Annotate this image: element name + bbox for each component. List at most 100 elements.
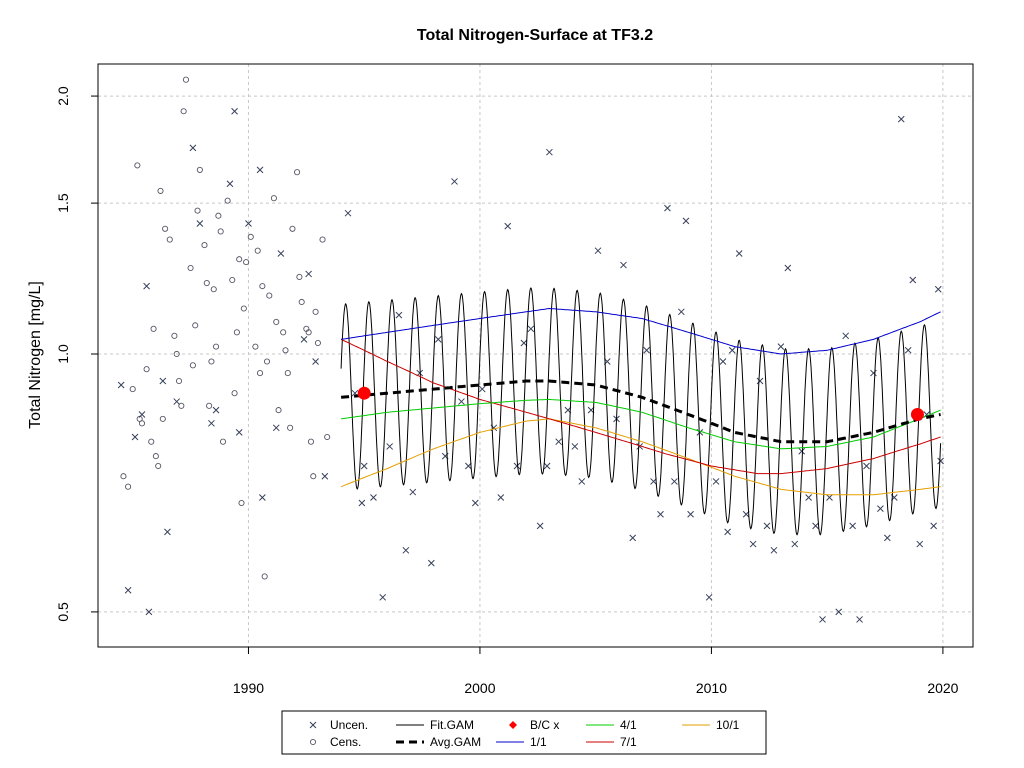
- y-tick-label: 1.0: [55, 344, 71, 364]
- uncensored-point: [791, 540, 799, 548]
- uncensored-point: [131, 433, 139, 441]
- censored-point: [120, 473, 127, 480]
- uncensored-point: [231, 107, 238, 115]
- censored-point: [312, 308, 319, 315]
- uncensored-point: [458, 398, 465, 405]
- censored-point: [238, 499, 245, 507]
- censored-point: [150, 325, 157, 332]
- uncensored-point: [212, 406, 220, 414]
- censored-point: [155, 462, 162, 470]
- censored-point: [134, 162, 141, 169]
- bc-marker: [910, 407, 924, 421]
- chart-title: Total Nitrogen-Surface at TF3.2: [417, 27, 653, 44]
- uncensored-point: [272, 424, 280, 432]
- uncensored-point: [805, 494, 813, 501]
- uncensored-point: [883, 534, 891, 542]
- uncensored-point: [812, 522, 819, 530]
- uncensored-point: [643, 346, 650, 354]
- uncensored-point: [117, 381, 125, 389]
- x-axis: 1990 2000 2010 2020: [233, 647, 959, 696]
- uncensored-point: [863, 462, 870, 470]
- uncensored-point: [321, 472, 329, 480]
- uncensored-point: [189, 144, 197, 152]
- uncensored-point: [402, 546, 410, 554]
- censored-point: [215, 212, 222, 219]
- censored-point: [187, 264, 194, 272]
- uncensored-point: [629, 534, 637, 542]
- censored-point: [196, 166, 203, 173]
- uncensored-point: [712, 478, 720, 485]
- four-one-line: [341, 398, 941, 450]
- uncensored-point: [173, 398, 181, 405]
- censored-point: [243, 259, 250, 266]
- uncensored-point: [897, 115, 905, 123]
- censored-point: [175, 377, 183, 385]
- uncensored-point: [358, 499, 366, 507]
- censored-point: [217, 228, 224, 235]
- censored-point: [157, 187, 164, 194]
- censored-point: [310, 473, 317, 480]
- uncensored-point: [763, 522, 771, 530]
- uncensored-point: [379, 593, 387, 601]
- legend-label-4-1: 4/1: [620, 718, 637, 732]
- uncensored-point: [877, 505, 884, 512]
- uncensored-point: [159, 377, 167, 385]
- uncensored-point: [235, 429, 243, 436]
- censored-point: [203, 280, 210, 287]
- uncensored-point: [826, 494, 833, 501]
- uncensored-point: [798, 447, 806, 455]
- uncensored-point: [305, 270, 313, 278]
- censored-point: [284, 370, 291, 377]
- uncensored-point: [208, 419, 215, 427]
- censored-point: [129, 386, 136, 393]
- uncensored-point: [555, 438, 563, 446]
- legend-label-b-c-x: B/C x: [530, 718, 559, 732]
- uncensored-point: [749, 540, 757, 548]
- censored-point: [256, 370, 264, 377]
- censored-point: [180, 108, 187, 115]
- censored-points: [120, 76, 331, 580]
- censored-point: [236, 256, 243, 263]
- series-lines: [340, 287, 942, 536]
- uncensored-point: [145, 608, 153, 616]
- uncensored-point: [543, 462, 551, 470]
- censored-point: [159, 415, 166, 422]
- uncensored-point: [728, 346, 736, 354]
- fit-gam-line: [340, 287, 942, 536]
- uncensored-point: [226, 180, 234, 188]
- uncensored-point: [536, 522, 544, 530]
- censored-point: [266, 292, 273, 299]
- uncensored-point: [520, 339, 528, 347]
- uncensored-point: [578, 478, 586, 485]
- censored-point: [194, 207, 201, 214]
- uncensored-point: [143, 282, 150, 290]
- uncensored-point: [916, 540, 924, 548]
- uncensored-point: [344, 209, 352, 217]
- uncensored-point: [245, 220, 252, 227]
- legend-label-avg-gam: Avg.GAM: [430, 735, 481, 749]
- censored-point: [273, 318, 280, 325]
- censored-point: [324, 433, 331, 441]
- uncensored-point: [756, 377, 764, 385]
- y-axis: 0.5 1.0 1.5 2.0: [55, 86, 98, 622]
- censored-point: [224, 197, 231, 204]
- legend-label-uncen: Uncen.: [330, 718, 368, 732]
- uncensored-point: [719, 358, 727, 365]
- censored-point: [261, 573, 268, 580]
- legend-swatch-cens: [309, 738, 317, 746]
- uncensored-point: [930, 522, 938, 530]
- uncensored-point: [312, 358, 319, 365]
- uncensored-point: [138, 411, 146, 418]
- uncensored-point: [724, 528, 731, 536]
- legend: Uncen. Fit.GAM B/C x 4/1 10/1 Cens. Avg.GAM 1/1…: [281, 710, 767, 755]
- censored-point: [173, 350, 180, 358]
- uncensored-point: [451, 178, 458, 185]
- censored-point: [294, 169, 301, 176]
- censored-point: [296, 273, 303, 281]
- uncensored-point: [849, 522, 856, 530]
- censored-point: [143, 366, 150, 373]
- censored-point: [275, 407, 282, 414]
- uncensored-point: [386, 443, 394, 450]
- uncensored-point: [395, 311, 403, 319]
